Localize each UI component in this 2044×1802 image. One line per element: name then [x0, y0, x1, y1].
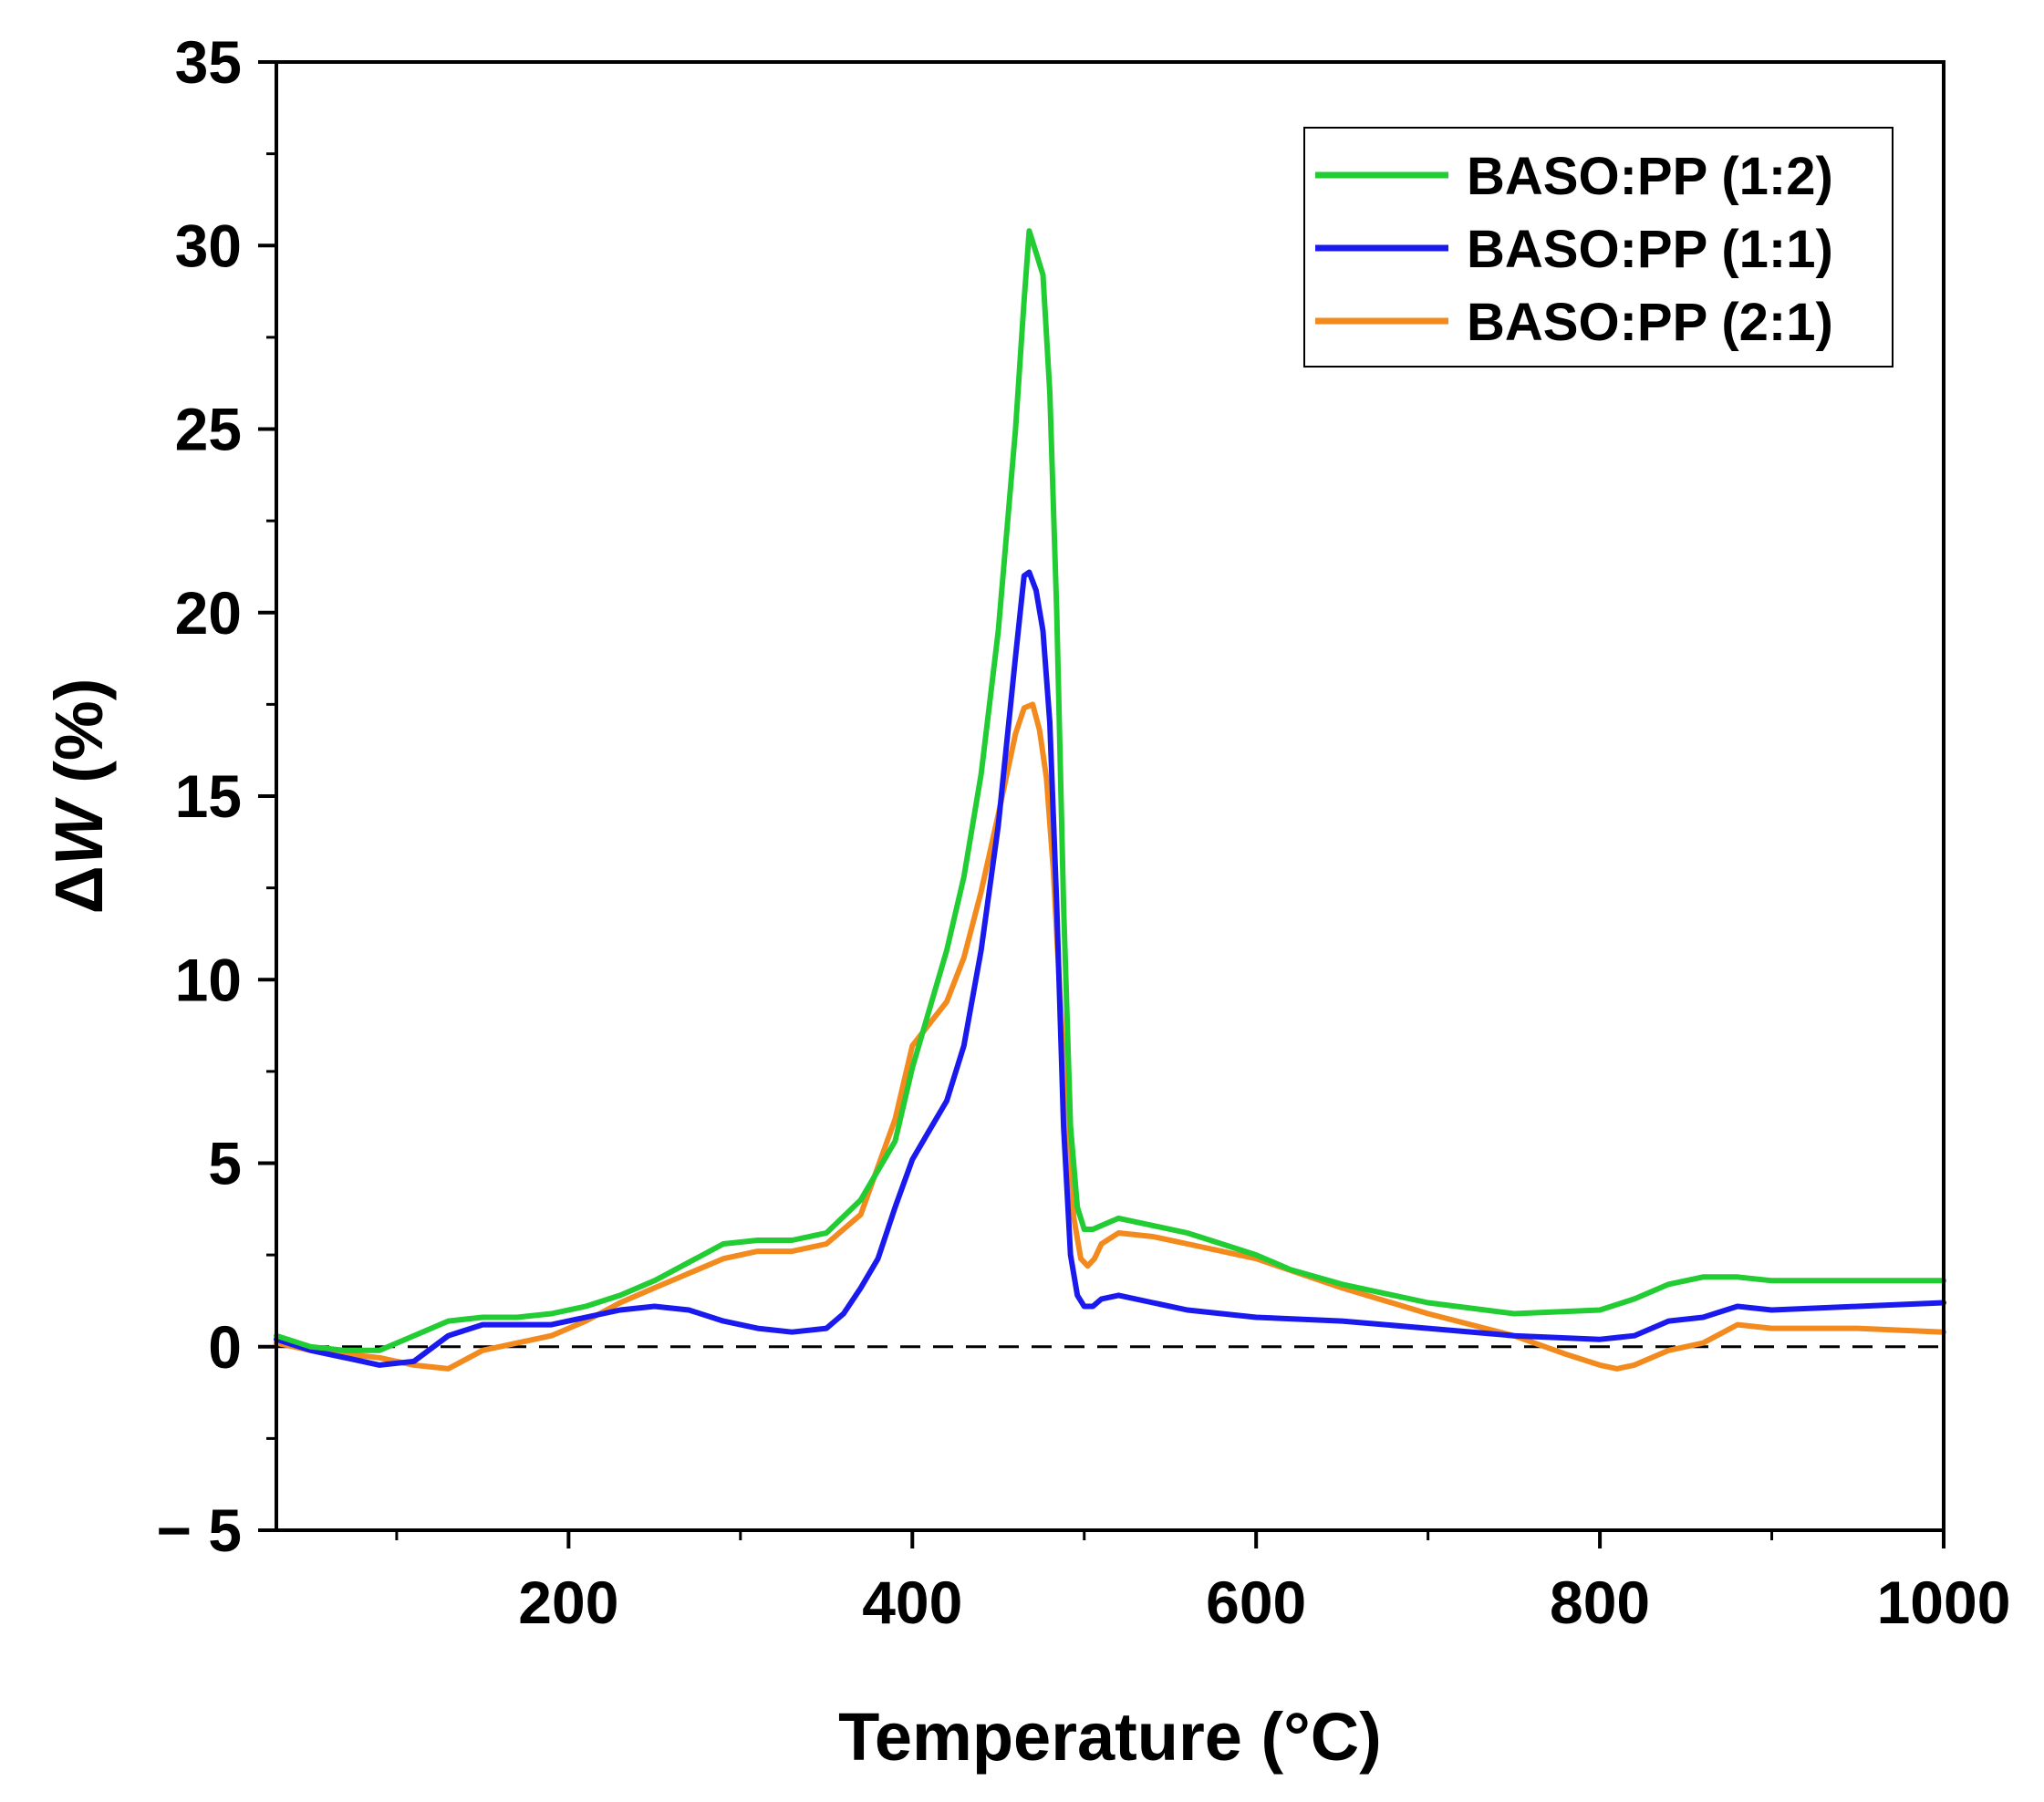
y-tick-label: 15: [175, 762, 242, 830]
axis-ticks: − 5 0 5 10 15 20 25 30 35 200 400 600 800 1000: [156, 28, 2010, 1636]
x-tick-label: 600: [1206, 1569, 1306, 1636]
y-axis-title: ΔW (%): [41, 678, 117, 915]
y-tick-label: 10: [175, 946, 242, 1013]
x-tick-label: 1000: [1877, 1569, 2011, 1636]
legend-label: BASO:PP (1:1): [1467, 220, 1833, 279]
series-group: [274, 228, 1946, 1372]
y-axis-symbol: Δ: [41, 865, 117, 914]
legend-label: BASO:PP (2:1): [1467, 293, 1833, 352]
y-axis-variable: W: [41, 796, 117, 865]
y-axis-unit: (%): [41, 678, 117, 803]
y-tick-label: 35: [175, 28, 242, 96]
series-line: [274, 569, 1946, 1368]
y-tick-label: 0: [208, 1313, 242, 1381]
y-tick-label: 20: [175, 579, 242, 647]
y-tick-label: 30: [175, 212, 242, 279]
x-tick-label: 200: [518, 1569, 618, 1636]
legend: BASO:PP (1:2) BASO:PP (1:1) BASO:PP (2:1): [1303, 127, 1894, 368]
y-tick-label: 25: [175, 396, 242, 463]
x-axis-title: Temperature (°C): [838, 1699, 1382, 1775]
y-tick-label: − 5: [156, 1496, 242, 1564]
x-tick-label: 400: [862, 1569, 962, 1636]
series-line: [274, 228, 1946, 1353]
legend-label: BASO:PP (1:2): [1467, 147, 1833, 206]
y-tick-label: 5: [208, 1130, 242, 1197]
x-tick-label: 800: [1550, 1569, 1650, 1636]
